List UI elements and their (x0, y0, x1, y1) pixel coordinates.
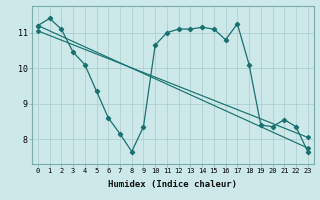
X-axis label: Humidex (Indice chaleur): Humidex (Indice chaleur) (108, 180, 237, 189)
